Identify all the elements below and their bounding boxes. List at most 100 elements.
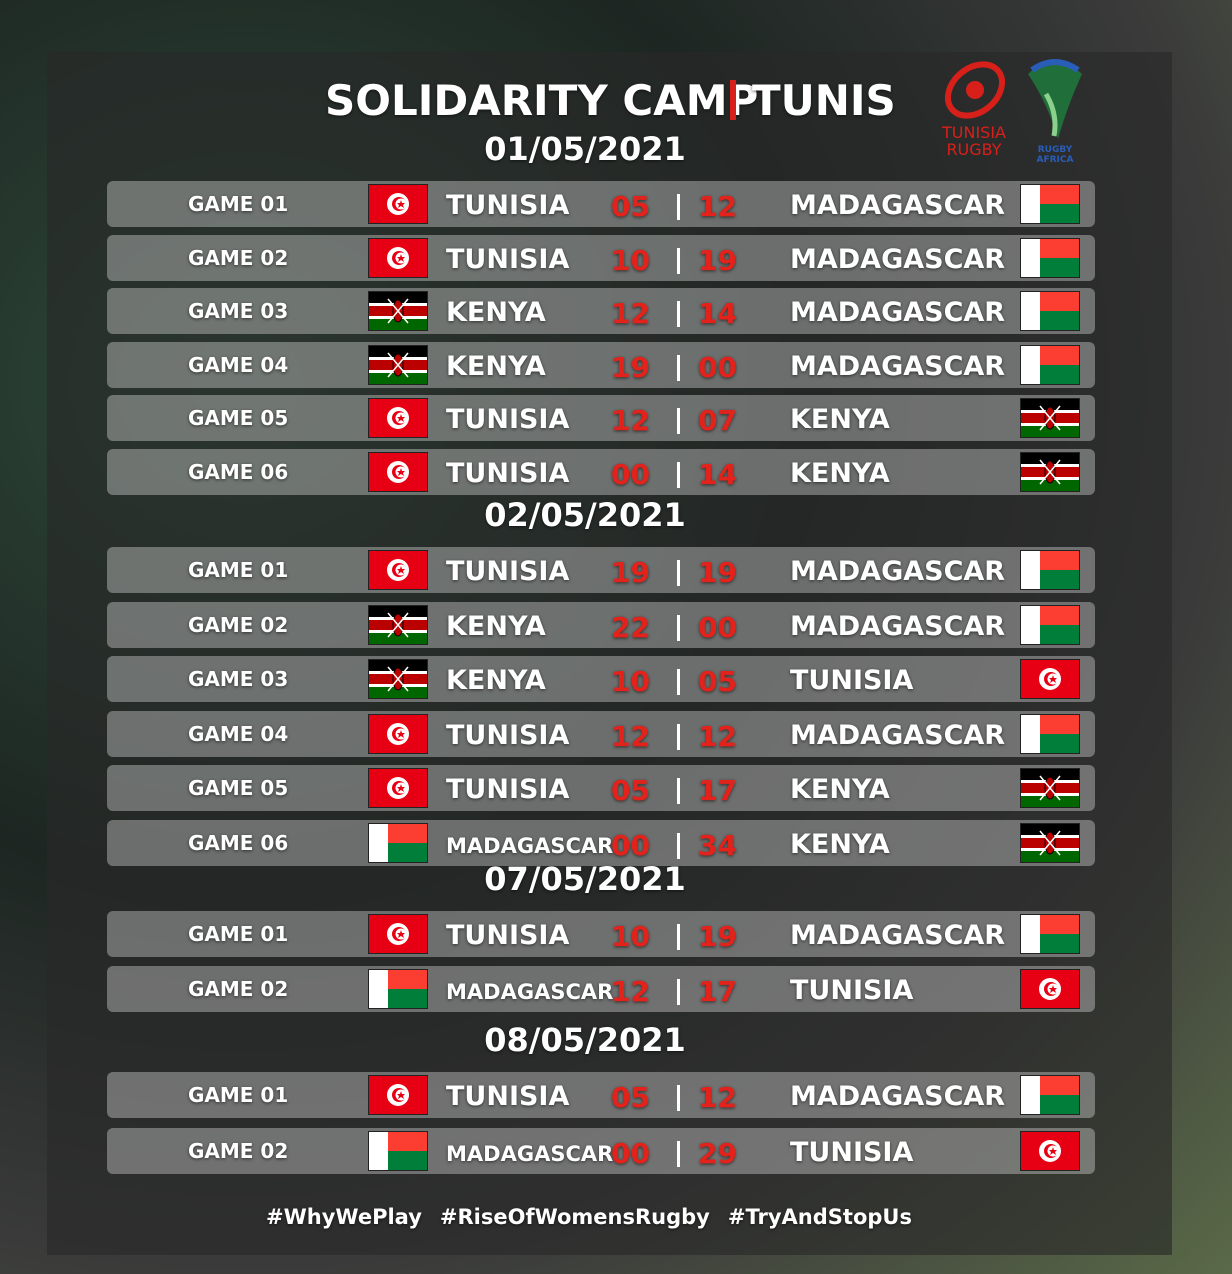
away-score: 19 <box>698 556 737 589</box>
away-score: 12 <box>698 719 737 753</box>
home-score: 00 <box>611 457 650 491</box>
away-score: 12 <box>698 190 737 223</box>
game-label: GAME 06 <box>188 459 289 484</box>
flag <box>368 768 428 808</box>
game-row <box>107 911 1095 957</box>
home-score: 19 <box>611 350 650 384</box>
logo-line: RUGBY <box>946 140 1002 159</box>
tunisia-rugby-logo <box>945 61 1005 119</box>
home-team: TUNISIA <box>446 404 570 435</box>
home-score: 12 <box>611 297 650 330</box>
flag <box>1020 822 1080 863</box>
game-row <box>107 547 1095 593</box>
away-team: KENYA <box>790 404 890 435</box>
game-row <box>107 656 1095 702</box>
flag <box>368 713 428 754</box>
away-team: MADAGASCAR <box>790 297 1006 328</box>
game-row <box>107 601 1095 648</box>
game-label: GAME 01 <box>188 922 289 946</box>
away-score: 17 <box>698 774 737 807</box>
away-score: 29 <box>698 1137 737 1170</box>
home-score: 10 <box>611 920 650 953</box>
score-separator <box>677 614 680 641</box>
away-team: KENYA <box>790 457 890 489</box>
home-score: 10 <box>611 243 650 277</box>
away-team: MADAGASCAR <box>790 1081 1006 1112</box>
away-score: 19 <box>698 920 737 953</box>
hashtag: #TryAndStopUs <box>727 1205 912 1229</box>
score-separator <box>677 669 680 695</box>
home-team: TUNISIA <box>446 774 570 805</box>
away-team: KENYA <box>790 828 890 860</box>
game-label: GAME 03 <box>188 299 289 323</box>
away-team: MADAGASCAR <box>790 610 1006 642</box>
score-separator <box>677 723 680 750</box>
away-team: MADAGASCAR <box>790 556 1006 587</box>
home-team: KENYA <box>446 350 546 382</box>
home-score: 12 <box>611 975 650 1008</box>
flag <box>1020 184 1080 224</box>
home-score: 00 <box>611 828 650 862</box>
home-team: TUNISIA <box>446 1081 570 1112</box>
flag <box>368 451 428 492</box>
flag <box>368 291 428 331</box>
home-team: KENYA <box>446 297 546 328</box>
title: SOLIDARITY CAMP <box>325 76 759 125</box>
date: 08/05/2021 <box>484 1021 686 1059</box>
home-team: TUNISIA <box>446 457 570 489</box>
home-score: 22 <box>611 610 650 644</box>
flag <box>1020 237 1080 278</box>
flag <box>368 1075 428 1115</box>
game-row <box>107 710 1095 757</box>
away-team: MADAGASCAR <box>790 190 1006 221</box>
away-score: 34 <box>698 828 737 862</box>
game-row <box>107 966 1095 1012</box>
home-score: 00 <box>611 1137 650 1170</box>
home-score: 05 <box>611 1081 650 1114</box>
flag <box>368 822 428 863</box>
game-label: GAME 04 <box>188 721 289 746</box>
footer: #WhyWePlay #RiseOfWomensRugby #TryAndStopU… <box>0 1205 1178 1229</box>
game-label: GAME 04 <box>188 352 289 377</box>
flag <box>368 914 428 954</box>
game-label: GAME 01 <box>188 192 289 216</box>
away-score: 19 <box>698 243 737 277</box>
flag <box>1020 1131 1080 1171</box>
score-separator <box>677 979 680 1005</box>
flag <box>1020 914 1080 954</box>
flag <box>1020 550 1080 590</box>
game-label: GAME 01 <box>188 558 289 582</box>
away-score: 14 <box>698 297 737 330</box>
score-separator <box>677 301 680 327</box>
home-score: 12 <box>611 719 650 753</box>
flag <box>368 398 428 438</box>
away-team: TUNISIA <box>790 1137 914 1168</box>
flag <box>368 550 428 590</box>
flag <box>368 237 428 278</box>
score-separator <box>677 247 680 274</box>
game-label: GAME 05 <box>188 776 289 800</box>
away-team: MADAGASCAR <box>790 243 1006 275</box>
home-team: TUNISIA <box>446 190 570 221</box>
game-row <box>107 448 1095 495</box>
game-row <box>107 1072 1095 1118</box>
flag <box>1020 344 1080 385</box>
score-separator <box>677 354 680 381</box>
location: TUNIS <box>752 76 896 125</box>
logo-line: TUNISIA <box>942 123 1006 142</box>
home-team: MADAGASCAR <box>446 833 614 858</box>
game-label: GAME 05 <box>188 406 289 430</box>
score-separator <box>677 1141 680 1167</box>
home-team: MADAGASCAR <box>446 980 614 1004</box>
score-separator <box>677 924 680 950</box>
flag <box>1020 768 1080 808</box>
game-label: GAME 01 <box>188 1083 289 1107</box>
score-separator <box>677 560 680 586</box>
date: 02/05/2021 <box>484 496 686 534</box>
home-team: TUNISIA <box>446 719 570 751</box>
away-team: KENYA <box>790 774 890 805</box>
hashtag: #WhyWePlay <box>266 1205 422 1229</box>
home-score: 12 <box>611 404 650 437</box>
flag <box>368 184 428 224</box>
game-row <box>107 819 1095 866</box>
